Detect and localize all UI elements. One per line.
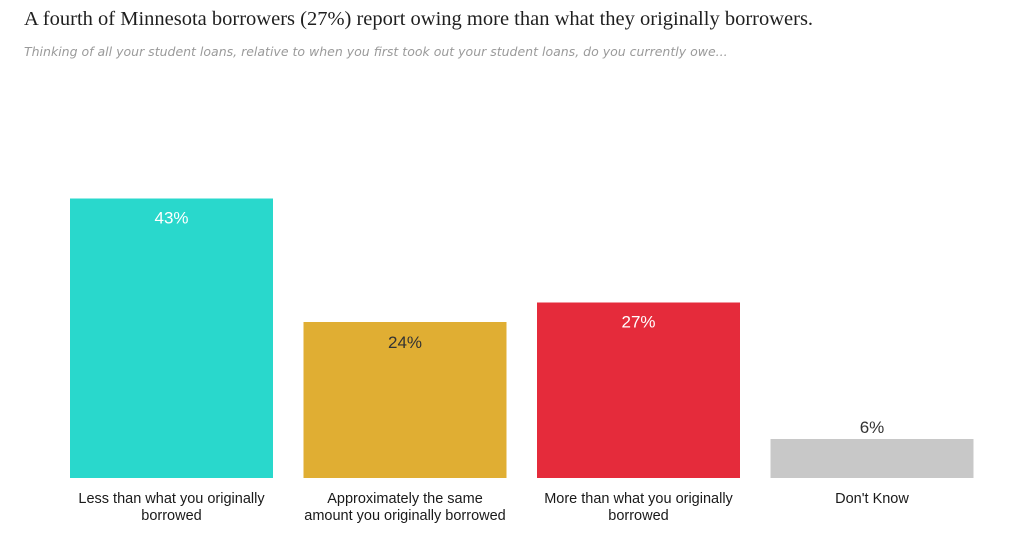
category-label-line: Don't Know [835,491,909,507]
category-label-line: amount you originally borrowed [304,508,506,524]
category-label-line: borrowed [141,508,201,524]
data-label-2: 24% [388,333,422,352]
category-label-1: Less than what you originally borrowed [78,491,265,524]
chart-subtitle: Thinking of all your student loans, rela… [24,44,728,59]
category-label-line: borrowed [608,508,668,524]
bar-1 [70,198,273,478]
chart-title: A fourth of Minnesota borrowers (27%) re… [24,8,814,30]
category-label-4: Don't Know [835,491,909,507]
category-label-line: More than what you originally [544,491,733,507]
category-label-line: Less than what you originally [78,491,265,507]
bar-4 [770,439,974,478]
bar-3 [537,302,740,478]
data-label-1: 43% [154,209,188,228]
category-label-3: More than what you originally borrowed [544,491,733,524]
category-label-2: Approximately the same amount you origina… [304,491,506,524]
data-label-4: 6% [860,418,885,437]
data-label-3: 27% [621,313,655,332]
category-label-line: Approximately the same [327,491,483,507]
bar-2 [303,322,507,478]
